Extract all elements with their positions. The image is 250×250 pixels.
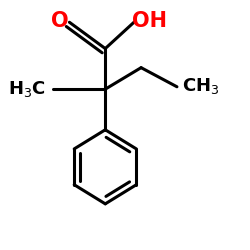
Text: OH: OH [132, 11, 167, 31]
Text: H$_3$C: H$_3$C [8, 79, 46, 99]
Text: O: O [51, 11, 69, 31]
Text: CH$_3$: CH$_3$ [182, 76, 219, 96]
